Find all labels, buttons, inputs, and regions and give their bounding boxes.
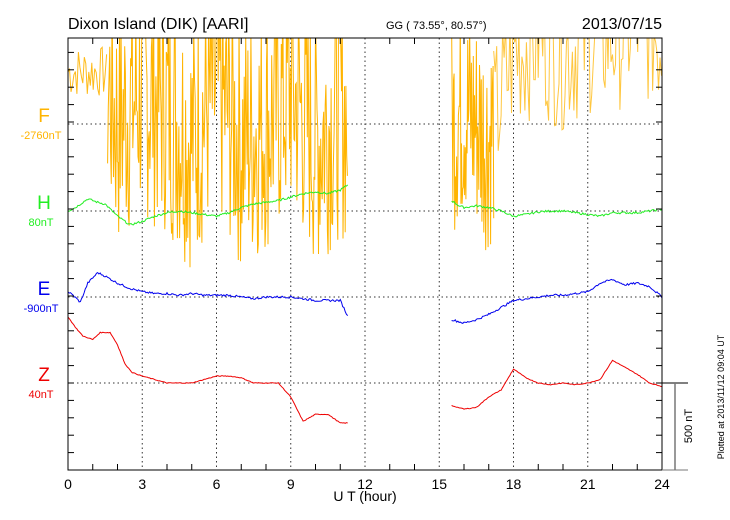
x-tick-label: 24 [654, 476, 670, 492]
series-F-line-c [451, 38, 495, 251]
station-coords: GG ( 73.55°, 80.57°) [386, 20, 487, 32]
series-F-line-a [68, 46, 108, 96]
scale-bar: 500 nT [662, 382, 695, 471]
component-label-E: E [38, 279, 51, 300]
plot-frame [67, 37, 663, 471]
series-H-line-pre [68, 184, 349, 226]
series-Z-line-pre [68, 316, 348, 424]
component-offset-H: 80nT [28, 217, 53, 229]
x-tick-label: 18 [506, 476, 522, 492]
x-tick-label: 12 [357, 476, 373, 492]
component-label-Z: Z [38, 365, 50, 386]
x-tick-label: 21 [580, 476, 596, 492]
component-offset-F: -2760nT [21, 130, 62, 142]
series-Z [68, 316, 662, 424]
component-offset-Z: 40nT [28, 389, 53, 401]
series-F-line-d [493, 38, 662, 151]
component-labels: F -2760nT H 80nT E -900nT Z 40nT [21, 106, 62, 401]
series-Z-line-post [451, 359, 662, 410]
plotted-timestamp: Plotted at 2013/11/12 09:04 UT [716, 334, 726, 459]
x-tick-label: 0 [64, 476, 72, 492]
series-E-line-pre [68, 271, 349, 316]
plot-date: 2013/07/15 [582, 16, 662, 33]
x-axis: 0 3 6 9 12 15 18 21 24 [64, 476, 670, 492]
x-tick-label: 15 [431, 476, 447, 492]
plot-border [67, 37, 663, 471]
component-label-H: H [37, 193, 51, 214]
series-F-line-b [107, 38, 348, 268]
gridlines [68, 38, 662, 470]
x-tick-label: 3 [138, 476, 146, 492]
series-F [68, 38, 662, 268]
series-E [68, 271, 662, 324]
series-H [68, 184, 662, 226]
series-E-line-post [451, 278, 662, 324]
x-tick-label: 6 [213, 476, 221, 492]
series-layer [68, 38, 662, 424]
x-axis-label: U T (hour) [333, 488, 396, 504]
series-H-line-post [451, 200, 662, 218]
component-label-F: F [38, 106, 50, 127]
station-title: Dixon Island (DIK) [AARI] [68, 16, 249, 33]
component-offset-E: -900nT [24, 303, 59, 315]
scale-bar-label: 500 nT [683, 409, 695, 444]
x-tick-label: 9 [287, 476, 295, 492]
